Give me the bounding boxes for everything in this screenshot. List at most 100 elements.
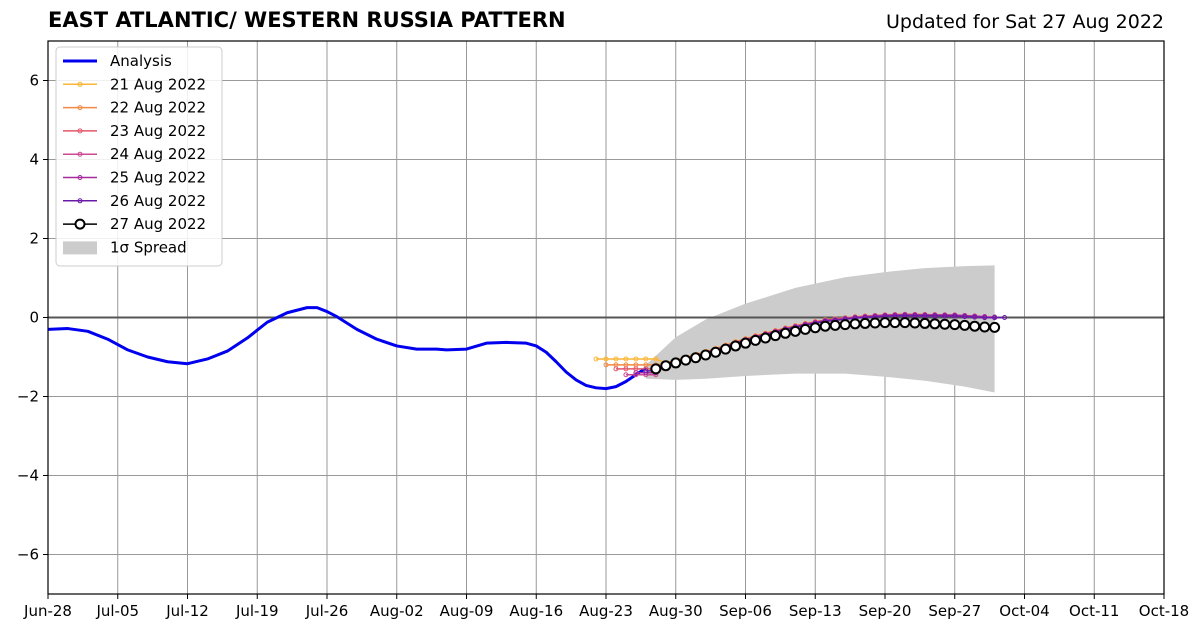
- current-forecast-marker: [979, 321, 991, 333]
- updated-date: Updated for Sat 27 Aug 2022: [886, 11, 1164, 33]
- legend-swatch-marker: [77, 81, 83, 87]
- forecast-marker: [653, 356, 659, 362]
- y-tick-label: −2: [17, 388, 39, 406]
- legend-swatch-current-marker: [74, 218, 86, 230]
- current-forecast-marker: [749, 334, 761, 346]
- current-forecast-marker: [789, 325, 801, 337]
- current-forecast-marker: [740, 337, 751, 349]
- current-forecast-marker: [989, 321, 1001, 333]
- forecast-marker: [603, 356, 609, 362]
- forecast-marker: [922, 313, 928, 319]
- legend-label: 24 Aug 2022: [110, 145, 206, 163]
- x-tick-label: Oct-04: [999, 602, 1049, 620]
- forecast-marker: [643, 368, 649, 374]
- x-tick-label: Jun-28: [23, 602, 72, 620]
- forecast-marker: [952, 313, 958, 319]
- y-tick-label: 4: [29, 151, 39, 169]
- current-forecast-marker: [819, 320, 831, 332]
- current-forecast-marker: [909, 317, 921, 329]
- current-forecast-marker: [660, 360, 672, 372]
- y-tick-label: 2: [29, 230, 39, 248]
- current-forecast-marker: [809, 322, 821, 334]
- legend-label: 25 Aug 2022: [110, 169, 206, 187]
- x-tick-label: Oct-11: [1069, 602, 1119, 620]
- current-forecast-marker: [929, 318, 941, 330]
- current-forecast-marker: [670, 357, 682, 369]
- current-forecast-marker: [949, 319, 961, 331]
- legend-label: 22 Aug 2022: [110, 99, 206, 117]
- current-forecast-marker: [650, 363, 662, 375]
- forecast-marker: [633, 370, 639, 376]
- current-forecast-marker: [899, 317, 911, 329]
- forecast-marker: [623, 372, 629, 378]
- forecast-marker: [613, 356, 619, 362]
- forecast-marker: [962, 314, 968, 320]
- y-tick-label: 0: [29, 309, 39, 327]
- current-forecast-marker: [710, 346, 722, 358]
- current-forecast-marker: [700, 349, 712, 361]
- y-tick-label: −6: [17, 546, 39, 564]
- current-forecast-marker: [680, 354, 692, 366]
- legend-swatch-spread: [63, 241, 97, 255]
- current-forecast-marker: [720, 343, 732, 355]
- legend-label: 21 Aug 2022: [110, 75, 206, 93]
- x-tick-label: Jul-05: [95, 602, 139, 620]
- x-tick-label: Jul-26: [305, 602, 349, 620]
- legend-swatch-marker: [77, 198, 83, 204]
- current-forecast-marker: [730, 340, 742, 352]
- forecast-marker: [992, 315, 998, 321]
- x-tick-label: Aug-30: [649, 602, 703, 620]
- forecast-marker: [1002, 315, 1008, 320]
- current-forecast-marker: [889, 317, 901, 329]
- current-forecast-marker: [919, 317, 931, 329]
- current-forecast-marker: [799, 323, 811, 335]
- analysis-line: [47, 306, 647, 391]
- x-tick-label: Sep-13: [789, 602, 842, 620]
- forecast-marker: [942, 313, 948, 319]
- current-forecast-marker: [859, 317, 871, 329]
- forecast-marker: [982, 315, 988, 321]
- x-tick-label: Aug-16: [509, 602, 563, 620]
- legend-label: 23 Aug 2022: [110, 122, 206, 140]
- chart-title: EAST ATLANTIC/ WESTERN RUSSIA PATTERN: [48, 8, 566, 32]
- current-forecast-marker: [959, 319, 971, 331]
- x-tick-label: Aug-09: [440, 602, 494, 620]
- legend-label: 26 Aug 2022: [110, 192, 206, 210]
- forecast-marker: [593, 356, 599, 362]
- current-forecast-marker: [690, 352, 702, 364]
- legend-swatch-marker: [77, 128, 83, 134]
- legend-swatch-marker: [77, 175, 83, 180]
- forecast-marker: [932, 313, 938, 319]
- forecast-marker: [613, 366, 619, 372]
- legend-box: [55, 46, 223, 267]
- current-forecast-marker: [829, 319, 841, 331]
- x-tick-label: Sep-27: [928, 602, 981, 620]
- x-tick-label: Oct-18: [1139, 602, 1189, 620]
- legend: Analysis 21 Aug 2022 22 Aug 2022 23 Aug 202…: [55, 46, 223, 267]
- forecast-marker: [603, 362, 609, 368]
- forecast-marker: [623, 356, 629, 362]
- x-tick-label: Aug-23: [579, 602, 633, 620]
- current-forecast-marker: [769, 330, 781, 342]
- y-tick-label: −4: [17, 467, 39, 485]
- current-forecast-marker: [879, 317, 891, 329]
- x-tick-label: Jul-19: [235, 602, 279, 620]
- forecast-marker: [643, 356, 649, 362]
- current-forecast-marker: [869, 317, 881, 329]
- current-forecast-marker: [779, 327, 791, 339]
- current-forecast-marker: [839, 319, 851, 331]
- current-forecast-marker: [759, 332, 771, 344]
- legend-label: 27 Aug 2022: [110, 215, 206, 233]
- x-tick-label: Aug-02: [370, 602, 424, 620]
- forecast-marker: [633, 356, 639, 362]
- y-tick-label: 6: [29, 72, 39, 90]
- current-forecast-marker: [849, 318, 861, 330]
- forecast-marker: [972, 314, 978, 320]
- forecast-marker: [623, 366, 629, 372]
- legend-swatch-marker: [77, 105, 83, 111]
- legend-label: Analysis: [110, 52, 172, 70]
- legend-swatch-marker: [77, 151, 83, 157]
- current-forecast-marker: [969, 320, 981, 332]
- current-forecast-marker: [939, 318, 951, 330]
